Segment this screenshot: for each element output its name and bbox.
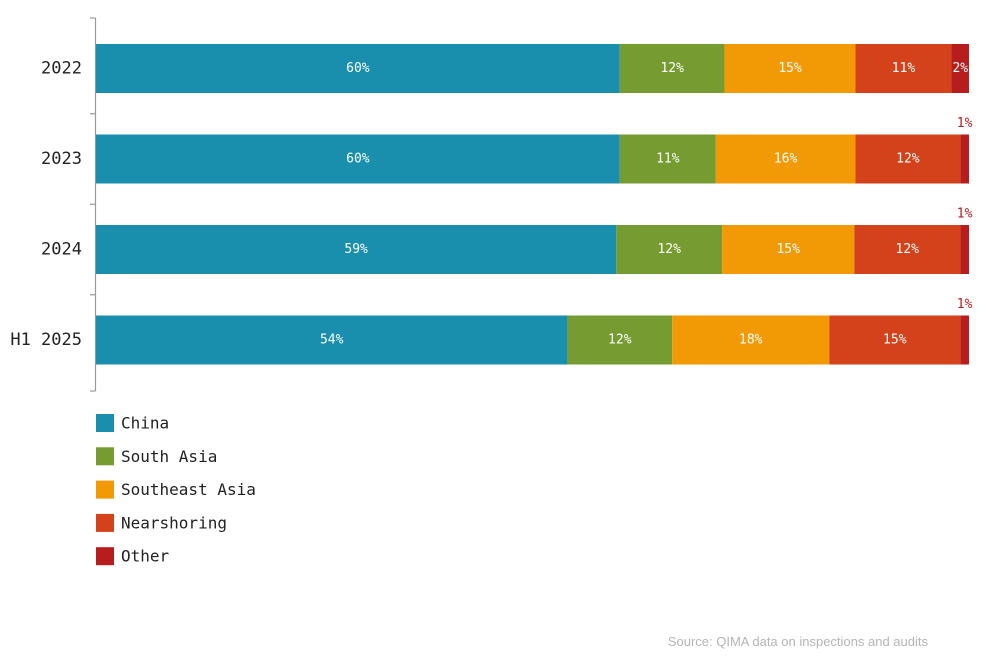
category-label: 2024 [41, 240, 82, 260]
data-label: 11% [892, 61, 916, 76]
bar-segment-other: 2% [951, 44, 969, 93]
bar-rect [951, 44, 969, 93]
bar-rect [960, 225, 969, 274]
bar-rect [724, 44, 856, 93]
bar-segment-southeast-asia: 15% [724, 44, 856, 93]
legend-swatch [96, 480, 114, 499]
category-label: 2023 [41, 149, 82, 169]
data-label: 1% [957, 116, 973, 131]
data-label: 15% [778, 61, 802, 76]
bar-segment-south-asia: 12% [616, 225, 723, 274]
legend-label: Southeast Asia [121, 480, 256, 499]
legend-swatch [96, 414, 114, 432]
data-label: 60% [346, 152, 370, 167]
legend: China South Asia Southeast Asia Nearshoring… [96, 414, 256, 566]
bar-rect [619, 134, 716, 184]
data-label: 54% [320, 333, 344, 348]
bar-segment-nearshoring: 15% [829, 315, 961, 365]
data-label: 2% [952, 61, 968, 76]
bar-rect [96, 315, 568, 365]
data-label: 1% [957, 207, 973, 222]
data-label: 12% [660, 61, 684, 76]
bar-rect [855, 134, 961, 184]
bar-rect [855, 44, 952, 93]
bar-segment-other: 1% [957, 297, 973, 365]
bar-rect [616, 225, 723, 274]
data-label: 12% [896, 242, 920, 257]
data-label: 15% [776, 242, 800, 257]
bar-rect [854, 225, 961, 274]
bar-segment-nearshoring: 12% [854, 225, 961, 274]
data-label: 18% [739, 333, 763, 348]
category-labels: 2022 2023 2024 H1 2025 [10, 59, 82, 351]
bar-segment-southeast-asia: 16% [715, 134, 856, 184]
legend-item: China [96, 414, 169, 433]
data-label: 12% [608, 333, 632, 348]
bar-segment-china: 59% [96, 225, 617, 274]
legend-label: Other [121, 547, 170, 566]
legend-item: Southeast Asia [96, 480, 256, 499]
bar-rect [96, 44, 620, 93]
category-label: H1 2025 [10, 330, 82, 350]
bar-segment-south-asia: 12% [567, 315, 673, 365]
bar-rect [960, 134, 969, 184]
data-label: 16% [774, 152, 798, 167]
legend-label: China [121, 414, 169, 433]
bar-segment-southeast-asia: 18% [672, 315, 830, 365]
bar-segment-nearshoring: 12% [855, 134, 961, 184]
data-label: 60% [346, 61, 370, 76]
legend-item: Nearshoring [96, 513, 227, 532]
bar-rect [722, 225, 855, 274]
bar-segment-other: 1% [957, 207, 973, 274]
bar-segment-china: 60% [96, 134, 620, 184]
bar-rect [619, 44, 725, 93]
bar-segment-south-asia: 11% [619, 134, 716, 184]
data-label: 12% [896, 152, 920, 167]
data-label: 15% [883, 333, 907, 348]
data-label: 12% [657, 242, 681, 257]
legend-item: South Asia [96, 447, 217, 466]
legend-swatch [96, 447, 114, 466]
legend-swatch [96, 513, 114, 532]
data-label: 11% [656, 152, 680, 167]
bars: 60% 12% 15% 11% 2% 60% 11% 16% 12% 1% 59% 12% 15% 12%… [96, 44, 973, 365]
bar-segment-china: 60% [96, 44, 620, 93]
bar-rect [567, 315, 673, 365]
bar-rect [829, 315, 961, 365]
bar-rect [960, 315, 969, 365]
bar-segment-china: 54% [96, 315, 568, 365]
legend-item: Other [96, 547, 170, 566]
legend-label: Nearshoring [121, 513, 227, 532]
bar-segment-south-asia: 12% [619, 44, 725, 93]
bar-segment-nearshoring: 11% [855, 44, 952, 93]
bar-rect [96, 134, 620, 184]
bar-rect [715, 134, 856, 184]
bar-rect [96, 225, 617, 274]
y-axis [90, 17, 97, 392]
legend-swatch [96, 547, 114, 566]
bar-segment-other: 1% [957, 116, 973, 184]
legend-label: South Asia [121, 447, 217, 466]
bar-rect [672, 315, 830, 365]
data-label: 59% [344, 242, 368, 257]
source-note: Source: QIMA data on inspections and aud… [667, 634, 928, 649]
data-label: 1% [957, 297, 973, 312]
bar-segment-southeast-asia: 15% [722, 225, 855, 274]
category-label: 2022 [41, 59, 82, 79]
